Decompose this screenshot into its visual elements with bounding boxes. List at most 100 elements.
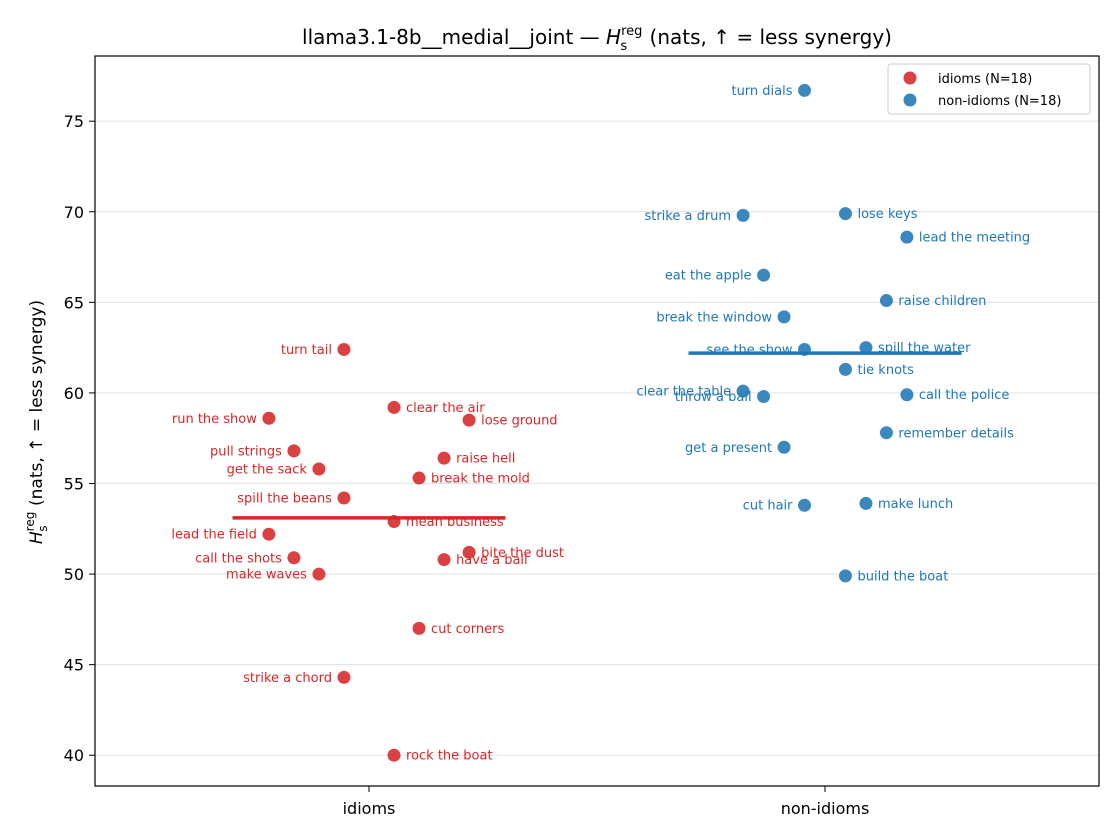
- point-make-lunch: [859, 496, 873, 510]
- ylabel-subscript: s: [36, 525, 50, 531]
- point-label-run-the-show: run the show: [172, 412, 257, 427]
- point-see-the-show: [798, 342, 812, 356]
- point-label-raise-hell: raise hell: [456, 452, 515, 467]
- ylabel-suffix: (nats, ↑ = less synergy): [27, 300, 47, 511]
- point-label-strike-a-drum: strike a drum: [644, 209, 731, 224]
- y-tick-label-55: 55: [64, 474, 84, 493]
- y-axis-ticks: 40 45 50 55 60 65 70 75: [64, 112, 95, 765]
- point-label-break-the-mold: break the mold: [431, 472, 530, 487]
- point-labels: turn tail clear the air run the show lose g…: [171, 84, 1030, 764]
- point-label-tie-knots: tie knots: [857, 363, 914, 378]
- point-label-rock-the-boat: rock the boat: [406, 749, 493, 764]
- x-axis-ticks: idioms non-idioms: [343, 786, 870, 818]
- point-call-the-police: [900, 388, 914, 402]
- point-build-the-boat: [838, 569, 852, 583]
- point-lead-the-field: [262, 527, 276, 541]
- point-label-spill-the-beans: spill the beans: [237, 491, 332, 506]
- y-tick-label-40: 40: [64, 746, 84, 765]
- point-spill-the-water: [859, 341, 873, 355]
- point-label-strike-a-chord: strike a chord: [243, 671, 332, 686]
- point-label-spill-the-water: spill the water: [878, 341, 971, 356]
- y-tick-label-75: 75: [64, 112, 84, 131]
- point-make-waves: [312, 567, 326, 581]
- point-eat-the-apple: [757, 268, 771, 282]
- point-label-eat-the-apple: eat the apple: [665, 269, 752, 284]
- title-subscript: s: [620, 39, 627, 54]
- point-label-lose-keys: lose keys: [857, 207, 917, 222]
- point-label-clear-the-table: clear the table: [637, 385, 732, 400]
- point-label-make-waves: make waves: [226, 568, 307, 583]
- y-tick-label-65: 65: [64, 293, 84, 312]
- legend-marker-non-idioms: [903, 93, 917, 107]
- point-pull-strings: [287, 444, 301, 458]
- point-raise-hell: [437, 451, 451, 465]
- chart-title: llama3.1-8b__medial__joint — Hreg s (nats…: [302, 24, 892, 54]
- point-label-turn-tail: turn tail: [281, 343, 332, 358]
- plot-area-frame: [94, 55, 1100, 787]
- point-strike-a-drum: [736, 208, 750, 222]
- point-label-clear-the-air: clear the air: [406, 401, 485, 416]
- point-turn-dials: [798, 83, 812, 97]
- point-label-throw-a-ball: throw a ball: [675, 390, 752, 405]
- title-superscript: reg: [621, 24, 642, 39]
- point-tie-knots: [838, 362, 852, 376]
- point-get-a-present: [777, 440, 791, 454]
- point-label-remember-details: remember details: [898, 426, 1014, 441]
- data-points: [262, 83, 914, 762]
- legend: idioms (N=18) non-idioms (N=18): [887, 63, 1091, 115]
- legend-label-idioms: idioms (N=18): [938, 72, 1032, 87]
- point-label-break-the-window: break the window: [656, 310, 772, 325]
- point-label-see-the-show: see the show: [707, 343, 793, 358]
- point-label-make-lunch: make lunch: [878, 497, 953, 512]
- point-strike-a-chord: [337, 670, 351, 684]
- point-label-turn-dials: turn dials: [731, 84, 792, 99]
- point-label-get-a-present: get a present: [685, 441, 772, 456]
- title-suffix: (nats, ↑ = less synergy): [643, 25, 892, 49]
- point-rock-the-boat: [387, 748, 401, 762]
- point-lead-the-meeting: [900, 230, 914, 244]
- point-label-have-a-ball: have a ball: [456, 553, 528, 568]
- x-tick-label-non-idioms: non-idioms: [781, 799, 870, 818]
- ylabel-symbol: H: [27, 531, 47, 544]
- y-tick-label-60: 60: [64, 384, 84, 403]
- legend-marker-idioms: [903, 71, 917, 85]
- ylabel-superscript: reg: [23, 512, 37, 532]
- y-tick-label-50: 50: [64, 565, 84, 584]
- mean-lines: [232, 351, 962, 520]
- point-label-get-the-sack: get the sack: [227, 463, 308, 478]
- point-get-the-sack: [312, 462, 326, 476]
- point-label-cut-hair: cut hair: [743, 499, 793, 514]
- point-break-the-window: [777, 310, 791, 324]
- point-label-raise-children: raise children: [898, 294, 986, 309]
- point-label-cut-corners: cut corners: [431, 622, 504, 637]
- point-bite-the-dust: [462, 545, 476, 559]
- point-label-lead-the-meeting: lead the meeting: [919, 231, 1030, 246]
- y-axis-label: Hregs (nats, ↑ = less synergy): [23, 300, 50, 544]
- point-call-the-shots: [287, 551, 301, 565]
- point-label-bite-the-dust: bite the dust: [481, 546, 564, 561]
- x-tick-label-idioms: idioms: [343, 799, 396, 818]
- point-break-the-mold: [412, 471, 426, 485]
- point-run-the-show: [262, 411, 276, 425]
- title-prefix: llama3.1-8b__medial__joint —: [302, 25, 606, 49]
- point-spill-the-beans: [337, 491, 351, 505]
- y-tick-label-45: 45: [64, 656, 84, 675]
- point-raise-children: [879, 294, 893, 308]
- svg-text:llama3.1-8b__medial__joint — H: llama3.1-8b__medial__joint — Hreg s (nats…: [302, 24, 892, 54]
- point-label-lose-ground: lose ground: [481, 414, 557, 429]
- point-label-build-the-boat: build the boat: [857, 569, 948, 584]
- point-mean-business: [387, 515, 401, 529]
- point-label-mean-business: mean business: [406, 515, 504, 530]
- y-tick-label-70: 70: [64, 203, 84, 222]
- point-clear-the-air: [387, 400, 401, 414]
- point-cut-corners: [412, 621, 426, 635]
- point-label-lead-the-field: lead the field: [171, 528, 256, 543]
- point-lose-keys: [838, 207, 852, 221]
- point-remember-details: [879, 426, 893, 440]
- point-have-a-ball: [437, 553, 451, 567]
- grid-lines: [95, 120, 1099, 756]
- point-label-call-the-police: call the police: [919, 388, 1010, 403]
- title-symbol: H: [606, 25, 621, 49]
- point-throw-a-ball: [757, 390, 771, 404]
